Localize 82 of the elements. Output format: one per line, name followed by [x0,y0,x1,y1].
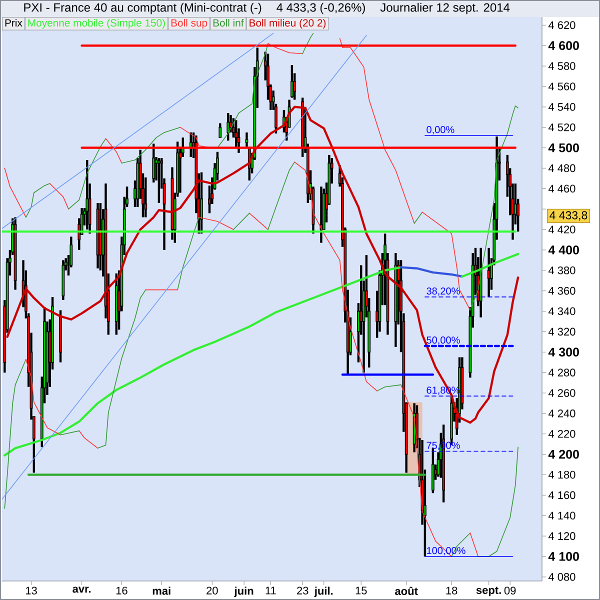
y-tick-label: 4 080 [548,573,576,581]
candlestick [290,64,294,99]
text: Boll milieu (20 2) [250,18,326,29]
text: Prix [5,18,22,26]
line-series [217,43,268,148]
line-series [4,358,26,509]
chart-title: PXI - France 40 au comptant (Mini-contrat (-) [24,2,262,14]
line-series [268,43,303,54]
candlestick [487,246,490,298]
line-series [339,38,415,224]
y-tick-label: 4 200 [548,450,579,459]
line-series [6,106,520,424]
line-series [400,266,464,278]
candlestick [226,112,230,142]
chart-subtitle: 4 433,3 (-0,26%) [276,2,365,14]
line-series [302,32,314,54]
y-tick-label: 4 180 [548,470,576,479]
y-tick-label: 4 580 [548,62,576,70]
candlestick [200,171,203,235]
y-tick-label: 4 120 [548,532,576,540]
line-series [121,126,181,164]
line-series [68,138,106,210]
y-tick-label: 4 480 [548,164,576,172]
candlestick [78,217,81,252]
candlestick [86,158,89,231]
x-tick-label: 15 [356,586,367,594]
y-tick-label: 4 540 [548,103,576,111]
y-tick-label: 4 320 [548,328,576,336]
y-tick-label: 4 360 [548,286,576,295]
x-tick-label: juil. [314,586,333,597]
y-tick-label: 4 520 [548,123,576,132]
line-series [422,212,471,311]
x-tick-label: 23 [297,586,308,594]
x-tick-label: sept. [476,586,501,596]
y-tick-label: 4 460 [548,184,576,193]
y-tick-label: 4 160 [548,491,576,500]
y-tick-label: 4 140 [548,512,576,520]
text: Boll inf [213,18,244,27]
annotation: 0,00% [426,126,454,134]
line-series [4,266,402,456]
line-series [470,105,518,311]
x-tick-label: 18 [446,586,458,594]
candlestick [245,131,248,148]
y-tick-label: 4 240 [548,410,576,418]
x-tick-label: 20 [206,586,218,594]
text: Journalier 12 sept. 2014 [380,2,510,14]
candlestick [152,142,156,184]
x-tick-label: juin [234,586,254,597]
candlestick [218,122,222,139]
x-tick-label: 13 [26,586,37,594]
annotation: 50,00% [426,336,460,345]
y-tick-label: 4 600 [548,41,579,50]
line-series [268,162,296,230]
x-tick-label: 11 [266,586,276,594]
y-tick-label: 4 420 [548,226,576,234]
x-tick-label: 16 [116,586,128,594]
x-tick-label: avr. [72,586,91,593]
y-tick-label: 4 560 [548,82,576,90]
y-tick-label: 4 100 [548,552,579,561]
x-tick-label: 09 [504,586,516,594]
y-tick-label: 4 620 [548,21,576,30]
line-series [461,252,520,278]
y-tick-label: 4 400 [548,246,579,254]
candlestick [158,156,160,204]
text: Moyenne mobile (Simple 150) [28,18,165,29]
line-series [97,289,146,449]
text: Boll sup [171,18,208,29]
x-tick-label: mai [152,586,170,595]
candlestick [144,176,148,218]
line-series [26,183,50,218]
y-tick-label: 4 380 [548,266,576,274]
y-tick-label: 4 260 [548,389,576,397]
candlestick [59,309,62,364]
y-tick-label: 4 220 [548,430,576,438]
text: 4 433,8 [550,211,588,221]
x-tick-label: août [395,586,418,596]
y-tick-label: 4 340 [548,307,576,316]
line-series [294,162,378,392]
annotation: 38,20% [426,287,460,296]
y-tick-label: 4 300 [548,348,579,357]
y-tick-label: 4 280 [548,368,576,376]
y-tick-label: 4 500 [548,143,579,152]
